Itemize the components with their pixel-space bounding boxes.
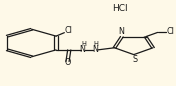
Text: N: N xyxy=(118,28,124,36)
Text: H: H xyxy=(94,41,98,47)
Text: N: N xyxy=(80,45,85,54)
Text: HCl: HCl xyxy=(112,4,127,13)
Text: Cl: Cl xyxy=(166,28,174,36)
Text: H: H xyxy=(81,41,86,47)
Text: S: S xyxy=(132,55,137,64)
Text: Cl: Cl xyxy=(64,26,72,35)
Text: O: O xyxy=(64,58,71,67)
Text: N: N xyxy=(92,45,98,54)
